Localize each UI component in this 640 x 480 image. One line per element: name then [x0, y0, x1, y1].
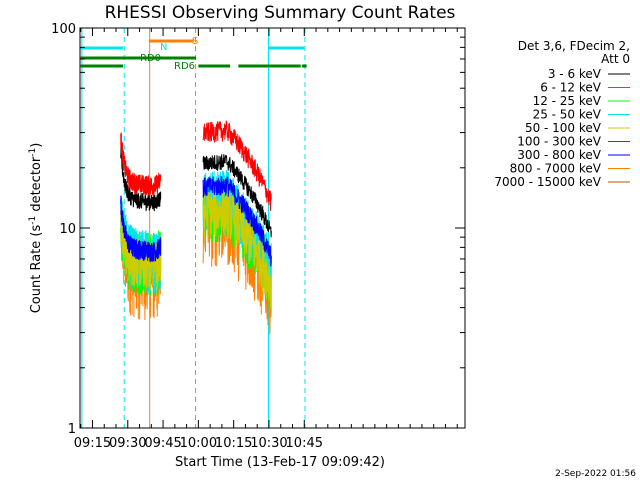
legend-entry-label: 6 - 12 keV [540, 81, 602, 95]
x-tick-label: 10:15 [215, 436, 252, 451]
legend-entry-label: 800 - 7000 keV [510, 162, 602, 176]
series-line [120, 195, 162, 263]
series-line [202, 154, 272, 238]
y-tick-label: 1 [68, 422, 76, 437]
series-line [120, 207, 162, 291]
legend-header-line1: Det 3,6, FDecim 2, [518, 39, 630, 53]
x-tick-label: 10:45 [286, 436, 323, 451]
x-tick-label: 09:45 [144, 436, 181, 451]
legend-header-line2: Att 0 [601, 52, 630, 66]
legend-entry-label: 50 - 100 keV [525, 121, 602, 135]
legend-entry-label: 25 - 50 keV [533, 108, 602, 122]
annotation-label-n: N [160, 42, 167, 53]
legend-entry-label: 3 - 6 keV [548, 67, 602, 81]
x-tick-label: 09:15 [74, 436, 111, 451]
series-line [120, 132, 162, 197]
legend-entry-label: 7000 - 15000 keV [494, 175, 601, 189]
annotation-label-s: S [192, 36, 198, 47]
x-axis-label: Start Time (13-Feb-17 09:09:42) [175, 455, 385, 470]
x-tick-label: 10:00 [180, 436, 217, 451]
series-line [202, 175, 272, 267]
x-tick-label: 09:30 [109, 436, 146, 451]
series-line [202, 120, 272, 211]
y-axis-label: Count Rate (s-1 detector-1) [28, 143, 44, 314]
legend-entry-label: 12 - 25 keV [533, 94, 602, 108]
y-tick-label: 10 [59, 222, 76, 237]
plot-area: N S RD0 RD6 [80, 28, 307, 428]
plot-frame [79, 27, 466, 429]
y-axis: 1 10 100 [51, 22, 465, 437]
footer-timestamp: 2-Sep-2022 01:56 [555, 469, 636, 479]
x-tick-label: 10:30 [250, 436, 287, 451]
annotation-label-rd6: RD6 [174, 61, 195, 72]
series-line [120, 147, 162, 212]
legend-entry-label: 300 - 800 keV [517, 148, 601, 162]
legend-entry-label: 100 - 300 keV [517, 135, 601, 149]
y-tick-label: 100 [51, 22, 76, 37]
chart-title: RHESSI Observing Summary Count Rates [105, 3, 456, 23]
annotation-label-rd0: RD0 [140, 53, 161, 64]
